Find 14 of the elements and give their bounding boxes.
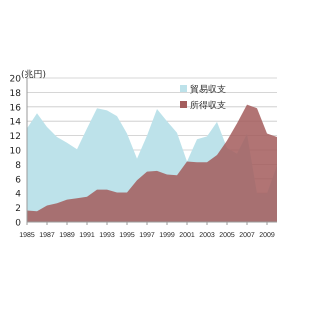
y-tick-label: 6 bbox=[15, 175, 22, 186]
y-tick-label: 8 bbox=[15, 160, 22, 171]
y-tick-label: 14 bbox=[10, 118, 22, 128]
legend-label: 貿易収支 bbox=[190, 84, 226, 95]
legend-label: 所得収支 bbox=[190, 100, 226, 111]
y-axis-title: (兆円) bbox=[21, 69, 46, 80]
y-tick-label: 2 bbox=[15, 204, 21, 214]
y-tick-label: 16 bbox=[10, 103, 22, 114]
y-tick-label: 12 bbox=[10, 132, 21, 142]
y-tick-label: 18 bbox=[10, 88, 22, 99]
y-tick-label: 10 bbox=[10, 146, 22, 156]
y-tick-label: 0 bbox=[15, 218, 22, 228]
y-tick-label: 20 bbox=[10, 74, 22, 84]
y-tick-label: 4 bbox=[15, 190, 22, 200]
